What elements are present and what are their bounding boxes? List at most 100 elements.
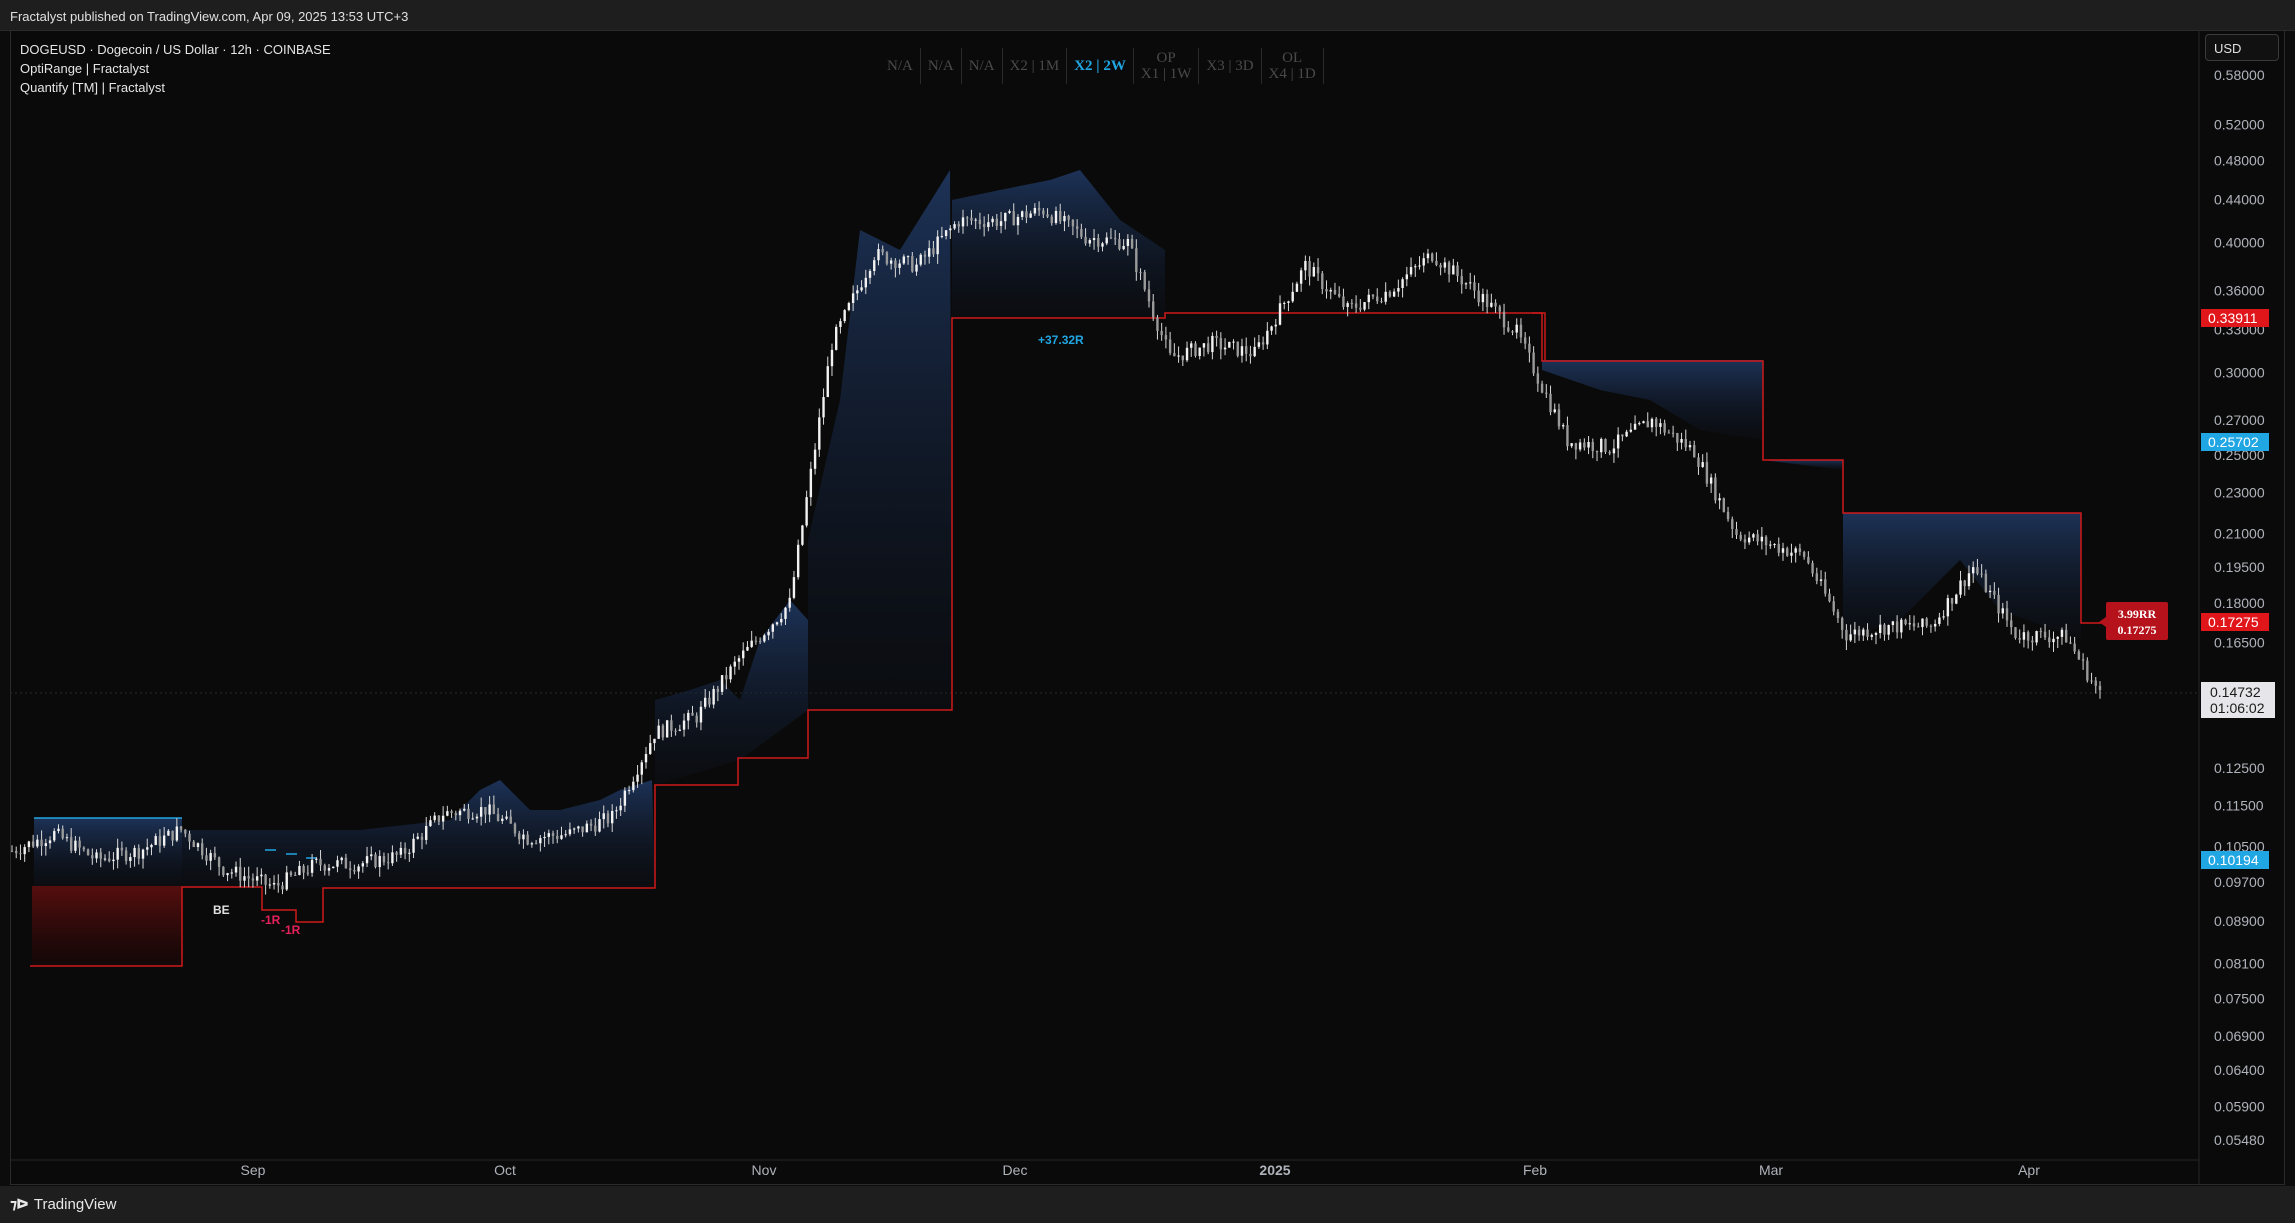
price-axis[interactable]: 0.58000 0.52000 0.48000 0.44000 0.40000 0.360… <box>2214 67 2265 1148</box>
candle <box>1540 380 1544 394</box>
candle <box>124 847 128 865</box>
candle <box>361 860 365 873</box>
candle <box>1625 429 1628 438</box>
candle <box>847 301 851 312</box>
candle <box>1629 423 1633 433</box>
candle <box>222 866 225 877</box>
candle <box>353 864 356 875</box>
candle <box>1722 497 1726 513</box>
published-text: Fractalyst published on TradingView.com,… <box>10 9 409 24</box>
annotation-r-gain: +37.32R <box>1038 333 1084 347</box>
candle <box>1464 282 1468 290</box>
candle <box>911 251 914 273</box>
candle <box>1925 617 1928 628</box>
candle <box>1574 442 1578 460</box>
candle <box>1283 301 1286 310</box>
candle <box>1777 537 1780 557</box>
candle <box>2031 636 2034 651</box>
candle <box>1236 341 1239 358</box>
candle <box>1726 506 1730 522</box>
candle <box>1109 228 1113 240</box>
range-fill-nov-rally <box>808 170 952 710</box>
candle <box>501 815 504 824</box>
candle <box>1075 219 1079 239</box>
candle <box>74 835 77 854</box>
candle <box>712 685 715 709</box>
candle <box>1874 631 1878 645</box>
candle <box>1731 516 1734 539</box>
candle <box>1908 615 1911 631</box>
price-tick-label: 0.40000 <box>2214 235 2265 251</box>
candle <box>2052 631 2055 652</box>
candle <box>2060 627 2064 645</box>
time-axis[interactable]: Sep Oct Nov Dec 2025 Feb Mar Apr <box>241 1162 2041 1178</box>
candle <box>771 623 775 639</box>
candle <box>281 881 284 895</box>
candle <box>657 719 660 739</box>
candle <box>1735 521 1738 540</box>
candle <box>412 833 415 859</box>
currency-button[interactable]: USD <box>2205 34 2279 61</box>
candle <box>2001 602 2004 619</box>
time-tick-label: Mar <box>1759 1162 1783 1178</box>
range-fill-mar-range <box>1843 513 2081 640</box>
candle <box>568 822 572 837</box>
candle <box>699 701 703 731</box>
price-tick-label: 0.48000 <box>2214 152 2265 168</box>
candle <box>1152 294 1155 321</box>
candle <box>150 843 153 856</box>
symbol-title[interactable]: DOGEUSD · Dogecoin / US Dollar · 12h · C… <box>20 42 331 57</box>
candle <box>1316 258 1320 281</box>
timeframe-table: N/A N/A N/A X2 | 1M X2 | 2W OP X1 | 1W X3 | 3D O… <box>880 48 1324 84</box>
candle <box>378 850 381 877</box>
candle <box>1498 304 1502 319</box>
candle <box>188 830 191 850</box>
candle <box>1946 594 1950 626</box>
candle <box>1891 620 1895 633</box>
svg-text:01:06:02: 01:06:02 <box>2210 700 2265 716</box>
candle <box>1405 266 1409 287</box>
candle <box>1824 571 1827 597</box>
candle <box>1473 275 1476 299</box>
candle <box>1845 624 1848 651</box>
candle <box>556 829 559 844</box>
candle <box>1811 560 1814 577</box>
range-fills <box>32 170 2081 966</box>
candle <box>539 834 542 852</box>
price-tick-label: 0.06400 <box>2214 1062 2265 1078</box>
tradingview-logo[interactable]: ⁊ᐅ TradingView <box>10 1196 116 1213</box>
candle <box>1646 412 1649 428</box>
candle <box>915 258 918 276</box>
candle <box>826 356 829 398</box>
candle <box>91 848 94 865</box>
candle <box>201 838 204 860</box>
candle <box>82 846 86 852</box>
timeframe-cell-line1: X3 | 3D <box>1206 58 1254 74</box>
candle <box>1663 419 1666 436</box>
candle <box>1870 633 1873 641</box>
candle <box>1819 570 1823 587</box>
candle <box>1807 551 1810 565</box>
candle <box>678 724 682 732</box>
candle <box>518 830 521 845</box>
candle <box>1249 345 1252 364</box>
candle <box>247 866 250 888</box>
indicator-optirange[interactable]: OptiRange | Fractalyst <box>20 61 150 76</box>
price-tick-label: 0.08900 <box>2214 913 2265 929</box>
indicator-quantify[interactable]: Quantify [TM] | Fractalyst <box>20 80 165 95</box>
candle <box>598 811 601 833</box>
candle <box>682 713 686 737</box>
candle <box>2005 600 2009 627</box>
candle <box>839 318 842 334</box>
candle <box>822 388 825 425</box>
candle <box>1312 262 1316 277</box>
candle <box>1304 255 1307 281</box>
timeframe-cell-line1: N/A <box>887 58 913 74</box>
candle <box>881 245 884 256</box>
candle <box>133 845 136 867</box>
candle <box>251 873 255 888</box>
price-tick-label: 0.12500 <box>2214 760 2265 776</box>
candle <box>1337 286 1341 298</box>
candle <box>1802 550 1806 560</box>
candle <box>1371 294 1375 300</box>
